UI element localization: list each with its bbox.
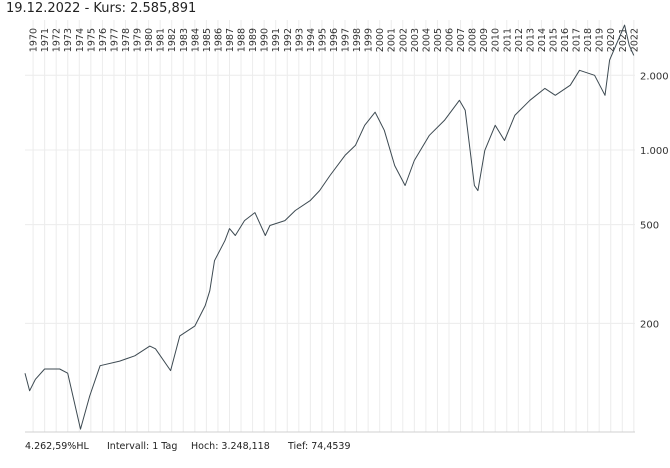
x-tick-label: 2005 — [433, 28, 444, 52]
x-tick-label: 1994 — [306, 28, 317, 52]
x-tick-label: 2001 — [387, 28, 398, 52]
y-tick-label: 1.000 — [640, 146, 669, 157]
x-tick-label: 2014 — [537, 28, 548, 52]
x-tick-label: 1984 — [190, 28, 201, 52]
x-tick-label: 1975 — [86, 28, 97, 52]
x-tick-label: 1985 — [202, 28, 213, 52]
x-tick-label: 1989 — [248, 28, 259, 52]
x-tick-label: 1972 — [52, 28, 63, 52]
x-tick-label: 1990 — [260, 28, 271, 52]
x-tick-label: 2003 — [410, 28, 421, 52]
y-tick-label: 200 — [640, 319, 659, 330]
x-tick-label: 1973 — [63, 28, 74, 52]
x-tick-label: 1999 — [364, 28, 375, 52]
x-tick-label: 2007 — [456, 28, 467, 52]
info-text: Intervall: 1 Tag — [107, 441, 177, 452]
x-tick-label: 2000 — [375, 28, 386, 52]
x-tick-label: 1978 — [121, 28, 132, 52]
x-tick-label: 1977 — [109, 28, 120, 52]
x-tick-label: 2011 — [502, 28, 513, 52]
x-tick-label: 1986 — [213, 28, 224, 52]
x-tick-label: 2018 — [583, 28, 594, 52]
x-tick-label: 2016 — [560, 28, 571, 52]
x-tick-label: 2022 — [629, 28, 640, 52]
x-tick-label: 1993 — [294, 28, 305, 52]
x-tick-label: 1981 — [156, 28, 167, 52]
x-tick-label: 1998 — [352, 28, 363, 52]
x-tick-label: 2021 — [618, 28, 629, 52]
x-tick-label: 2020 — [606, 28, 617, 52]
x-tick-label: 2015 — [548, 28, 559, 52]
x-tick-label: 2006 — [444, 28, 455, 52]
x-tick-label: 2013 — [525, 28, 536, 52]
x-tick-label: 2019 — [595, 28, 606, 52]
info-text: Tief: 74,4539 — [287, 441, 351, 452]
x-tick-label: 1987 — [225, 28, 236, 52]
x-tick-label: 1971 — [40, 28, 51, 52]
x-tick-label: 1996 — [329, 28, 340, 52]
x-tick-label: 2002 — [398, 28, 409, 52]
x-tick-label: 1997 — [341, 28, 352, 52]
x-tick-label: 1992 — [283, 28, 294, 52]
x-tick-label: 1988 — [237, 28, 248, 52]
y-tick-label: 500 — [640, 221, 659, 232]
x-tick-label: 2010 — [491, 28, 502, 52]
x-tick-label: 2004 — [421, 28, 432, 52]
info-text: Hoch: 3.248,118 — [191, 441, 270, 452]
x-tick-label: 1979 — [133, 28, 144, 52]
chart-title: 19.12.2022 - Kurs: 2.585,891 — [6, 1, 196, 16]
x-tick-label: 2012 — [514, 28, 525, 52]
x-tick-label: 2017 — [572, 28, 583, 52]
x-tick-label: 1980 — [144, 28, 155, 52]
x-tick-label: 2009 — [479, 28, 490, 52]
x-tick-label: 1995 — [317, 28, 328, 52]
x-tick-label: 1983 — [179, 28, 190, 52]
x-tick-label: 1976 — [98, 28, 109, 52]
x-tick-label: 2008 — [468, 28, 479, 52]
info-text: 4.262,59%HL — [25, 441, 89, 452]
y-tick-label: 2.000 — [640, 71, 669, 82]
x-tick-label: 1982 — [167, 28, 178, 52]
x-tick-label: 1974 — [75, 28, 86, 52]
x-tick-label: 1991 — [271, 28, 282, 52]
price-line — [24, 24, 635, 430]
x-tick-label: 1970 — [29, 28, 40, 52]
